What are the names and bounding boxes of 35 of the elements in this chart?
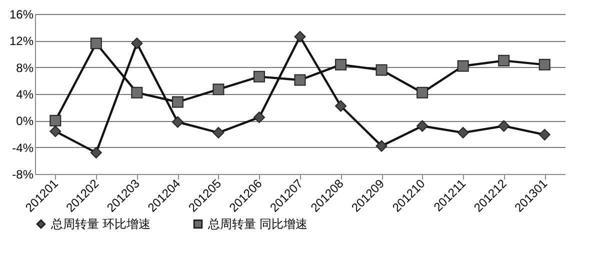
point (416, 86, 428, 98)
point (457, 126, 469, 138)
legend-label: 总周转量 同比增速 (207, 217, 308, 232)
point (498, 54, 510, 66)
point (90, 38, 102, 50)
point (212, 84, 224, 96)
point (131, 38, 143, 50)
y-tick-label: 4% (16, 88, 34, 102)
y-tick-label: 8% (16, 60, 34, 75)
y-tick-label: 12% (9, 34, 34, 48)
point (253, 70, 265, 82)
point (172, 116, 184, 128)
point (50, 126, 62, 138)
y-tick-label: -8% (12, 168, 34, 182)
point (457, 60, 469, 72)
y-tick-label: -4% (12, 140, 34, 155)
point (416, 120, 428, 132)
point (376, 140, 388, 152)
point (50, 114, 62, 126)
y-tick-label: 16% (9, 8, 34, 22)
point (172, 96, 184, 108)
point (212, 126, 224, 138)
point (253, 112, 265, 124)
point (498, 120, 510, 132)
point (335, 58, 347, 70)
point (131, 86, 143, 98)
point (376, 64, 388, 76)
point (294, 30, 306, 42)
point (335, 100, 347, 112)
point (294, 74, 306, 86)
point (90, 146, 102, 158)
point (538, 128, 550, 140)
legend-label: 总周转量 环比增速 (50, 217, 150, 232)
y-tick-label: 0% (16, 114, 34, 128)
point (538, 58, 550, 70)
